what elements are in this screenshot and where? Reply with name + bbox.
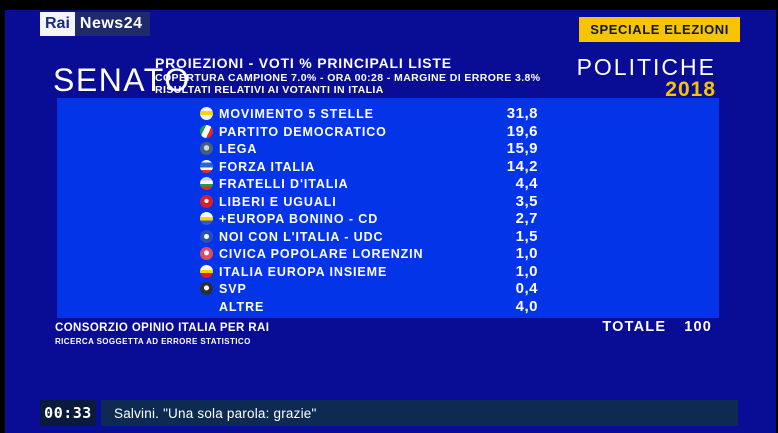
party-name: FORZA ITALIA bbox=[219, 159, 316, 174]
party-percentage: 14,2 bbox=[506, 157, 538, 175]
event-year: 2018 bbox=[665, 78, 716, 101]
party-logo-svp bbox=[200, 282, 213, 295]
party-logo-piueuropa bbox=[200, 212, 213, 225]
party-name: LEGA bbox=[219, 142, 258, 156]
party-logo-m5s bbox=[200, 107, 213, 120]
projection-subtitle-note: RISULTATI RELATIVI AI VOTANTI IN ITALIA bbox=[155, 84, 384, 96]
news24-logo-text: News24 bbox=[74, 12, 150, 36]
party-logo-leu bbox=[200, 194, 213, 208]
party-name: MOVIMENTO 5 STELLE bbox=[219, 107, 374, 121]
projection-subtitle-coverage: COPERTURA CAMPIONE 7.0% - ORA 00:28 - MA… bbox=[155, 72, 541, 84]
party-logo-cp bbox=[200, 247, 213, 260]
party-logo-fi bbox=[200, 159, 213, 173]
party-name: SVP bbox=[219, 282, 247, 296]
party-name: LIBERI E UGUALI bbox=[219, 194, 337, 209]
chamber-title: SENATO bbox=[53, 62, 191, 98]
party-name: ALTRE bbox=[219, 299, 265, 314]
ticker-headline: Salvini. "Una sola parola: grazie" bbox=[101, 400, 738, 426]
party-name: CIVICA POPOLARE LORENZIN bbox=[219, 247, 424, 261]
party-row: LIBERI E UGUALI 3,5 bbox=[57, 193, 719, 211]
party-percentage: 3,5 bbox=[515, 192, 538, 210]
party-row: MOVIMENTO 5 STELLE 31,8 bbox=[57, 105, 719, 123]
party-percentage: 19,6 bbox=[506, 122, 538, 140]
party-row: LEGA 15,9 bbox=[57, 140, 719, 158]
party-percentage: 4,0 bbox=[515, 297, 538, 315]
party-row: +EUROPA BONINO - CD 2,7 bbox=[57, 210, 719, 228]
party-name: FRATELLI D'ITALIA bbox=[219, 177, 349, 191]
party-row: ALTRE 4,0 bbox=[57, 298, 719, 316]
projection-title: PROIEZIONI - VOTI % PRINCIPALI LISTE bbox=[155, 55, 452, 71]
party-percentage: 2,7 bbox=[515, 210, 538, 227]
party-name: ITALIA EUROPA INSIEME bbox=[219, 264, 388, 279]
party-name: +EUROPA BONINO - CD bbox=[219, 212, 379, 226]
rainews24-logo: Rai News24 bbox=[40, 12, 150, 36]
statistical-disclaimer: RICERCA SOGGETTA AD ERRORE STATISTICO bbox=[55, 337, 251, 346]
total-label: TOTALE bbox=[602, 319, 667, 335]
total-row: TOTALE 100 bbox=[602, 319, 712, 335]
rai-logo-text: Rai bbox=[40, 12, 75, 36]
speciale-elezioni-badge: SPECIALE ELEZIONI bbox=[579, 17, 740, 42]
party-percentage: 0,4 bbox=[515, 280, 538, 297]
source-credit: CONSORZIO OPINIO ITALIA PER RAI bbox=[55, 322, 270, 334]
party-row: FORZA ITALIA 14,2 bbox=[57, 158, 719, 176]
party-percentage: 15,9 bbox=[506, 140, 538, 157]
party-row: CIVICA POPOLARE LORENZIN 1,0 bbox=[57, 245, 719, 263]
party-logo-lega bbox=[200, 142, 213, 155]
party-percentage: 1,5 bbox=[515, 227, 538, 245]
party-name: NOI CON L'ITALIA - UDC bbox=[219, 229, 384, 244]
party-percentage: 1,0 bbox=[515, 262, 538, 280]
party-logo-fdi bbox=[200, 177, 213, 190]
ticker-clock: 00:33 bbox=[40, 400, 96, 426]
results-panel: MOVIMENTO 5 STELLE 31,8 PARTITO DEMOCRAT… bbox=[57, 98, 719, 318]
party-percentage: 4,4 bbox=[515, 175, 538, 192]
party-row: FRATELLI D'ITALIA 4,4 bbox=[57, 175, 719, 193]
party-percentage: 1,0 bbox=[515, 245, 538, 262]
party-logo-nci bbox=[200, 229, 213, 243]
total-value: 100 bbox=[684, 319, 712, 335]
party-row: ITALIA EUROPA INSIEME 1,0 bbox=[57, 263, 719, 281]
party-logo-pd bbox=[200, 124, 213, 138]
party-percentage: 31,8 bbox=[506, 105, 538, 122]
party-logo-iei bbox=[200, 264, 213, 278]
tv-screen: Rai News24 SPECIALE ELEZIONI SENATO PROI… bbox=[5, 10, 776, 433]
party-name: PARTITO DEMOCRATICO bbox=[219, 124, 387, 139]
party-row: PARTITO DEMOCRATICO 19,6 bbox=[57, 123, 719, 141]
party-row: SVP 0,4 bbox=[57, 280, 719, 298]
event-title: POLITICHE bbox=[576, 54, 716, 80]
party-row: NOI CON L'ITALIA - UDC 1,5 bbox=[57, 228, 719, 246]
